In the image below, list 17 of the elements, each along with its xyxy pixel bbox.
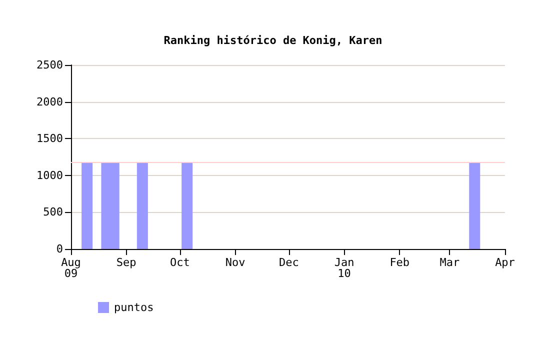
y-tick-label: 0 [56, 242, 63, 256]
x-tick-label: Apr [495, 256, 516, 269]
x-tick-label: Dec [278, 256, 299, 269]
chart-title: Ranking histórico de Konig, Karen [164, 34, 382, 47]
legend-label: puntos [114, 301, 154, 314]
x-tick-label: Oct [170, 256, 190, 269]
y-tick-label: 2000 [36, 95, 63, 108]
x-tick-label: Jan 10 [334, 256, 354, 280]
y-tick-label: 2500 [36, 58, 63, 72]
x-tick-label: Sep [116, 256, 136, 269]
x-tick-label: Nov [225, 256, 246, 269]
x-tick-label: Mar [440, 256, 460, 269]
y-tick-label: 1500 [36, 132, 63, 146]
x-tick-label: Aug 09 [61, 256, 81, 280]
x-tick-label: Feb [390, 256, 410, 269]
y-tick-label: 1000 [36, 168, 63, 182]
y-tick-label: 500 [43, 206, 63, 219]
